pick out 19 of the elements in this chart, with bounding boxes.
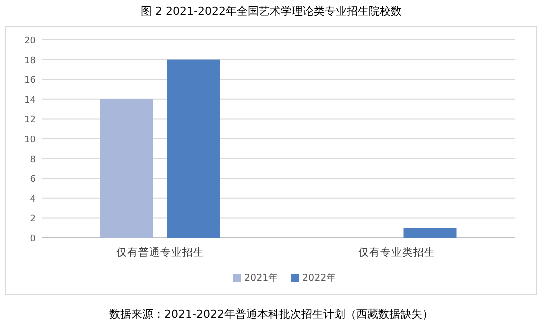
y-tick-label: 18 <box>24 56 36 66</box>
annotation: 数据来源：2021-2022年普通本科批次招生计划（西藏数据缺失） <box>110 308 434 321</box>
y-tick-label: 4 <box>30 194 36 205</box>
y-tick-label: 6 <box>30 175 36 186</box>
y-tick-label: 8 <box>30 155 36 166</box>
y-tick-label: 14 <box>24 96 36 106</box>
legend-label: 2021年 <box>244 272 279 284</box>
y-tick-label: 10 <box>24 136 36 146</box>
y-tick-label: 20 <box>24 36 36 46</box>
y-tick-label: 16 <box>24 76 36 86</box>
x-tick-label: 仅有专业类招生 <box>358 246 436 259</box>
y-tick-label: 12 <box>24 116 36 126</box>
y-tick-label: 0 <box>30 234 36 244</box>
x-tick-label: 仅有普通专业招生 <box>116 246 204 259</box>
y-tick-label: 2 <box>30 214 36 225</box>
legend-item: 2021年 <box>234 273 279 284</box>
legend-label: 2022年 <box>302 272 337 284</box>
legend-item: 2022年 <box>292 273 337 284</box>
title: 图 2 2021-2022年全国艺术学理论类专业招生院校数 <box>141 5 402 18</box>
